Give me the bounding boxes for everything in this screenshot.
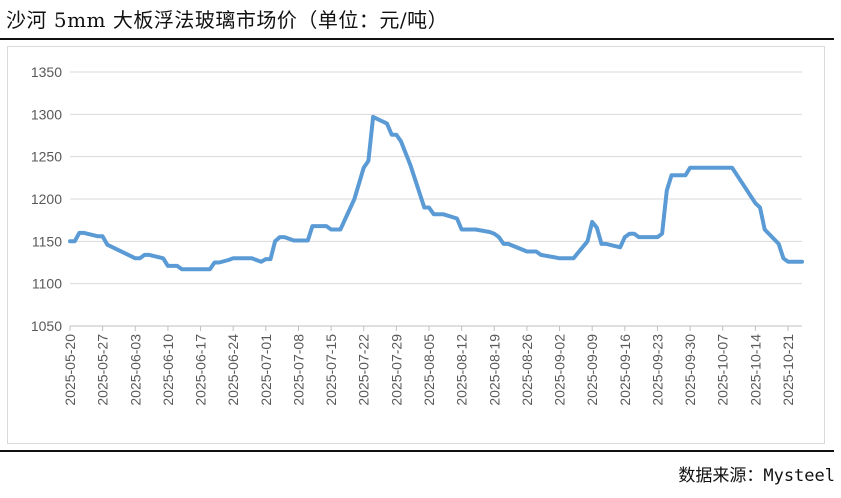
data-source: 数据来源：Mysteel [678, 466, 835, 486]
y-axis-ticks: 1050 1100 1150 1200 1250 1300 1350 [31, 64, 62, 334]
x-tick-label: 2025-08-26 [519, 334, 535, 406]
x-tick-label: 2025-09-23 [649, 334, 665, 406]
x-tick-label: 2025-06-24 [225, 334, 241, 406]
series-line-0 [68, 114, 804, 272]
x-tick-label: 2025-08-05 [421, 334, 437, 406]
x-tick-label: 2025-06-17 [193, 334, 209, 406]
x-tick-label: 2025-08-19 [486, 334, 502, 406]
x-axis [69, 325, 802, 331]
x-tick-label: 2025-10-14 [747, 334, 763, 406]
x-axis-ticks: 2025-05-20 2025-05-27 2025-06-03 2025-06-10… [62, 334, 796, 406]
x-tick-label: 2025-07-15 [323, 334, 339, 406]
series-group [68, 114, 804, 272]
x-tick-label: 2025-07-08 [290, 334, 306, 406]
x-tick-label: 2025-09-09 [584, 334, 600, 406]
x-tick-label: 2025-09-30 [682, 334, 698, 406]
y-tick-label: 1150 [32, 233, 62, 249]
top-rule [0, 38, 834, 40]
x-tick-label: 2025-06-03 [127, 334, 143, 406]
y-tick-label: 1200 [31, 191, 62, 207]
x-tick-label: 2025-05-27 [95, 334, 111, 406]
x-tick-label: 2025-06-10 [160, 334, 176, 406]
y-tick-label: 1050 [31, 318, 62, 334]
y-tick-label: 1300 [31, 106, 62, 122]
x-tick-label: 2025-10-21 [780, 334, 796, 406]
grid-lines [70, 71, 802, 327]
x-tick-label: 2025-08-12 [454, 334, 470, 406]
y-tick-label: 1250 [31, 149, 62, 165]
x-tick-label: 2025-09-02 [552, 334, 568, 406]
y-tick-label: 1350 [31, 64, 62, 80]
x-tick-label: 2025-07-29 [388, 334, 404, 406]
x-tick-label: 2025-10-07 [715, 334, 731, 406]
x-tick-label: 2025-05-20 [62, 334, 78, 406]
x-tick-label: 2025-07-01 [258, 334, 274, 406]
x-tick-label: 2025-07-22 [356, 334, 372, 406]
bottom-rule [0, 450, 834, 452]
chart-frame: 1050 1100 1150 1200 1250 1300 1350 2025-05-20 2… [7, 46, 825, 444]
y-tick-label: 1100 [32, 276, 62, 292]
x-tick-label: 2025-09-16 [617, 334, 633, 406]
chart-title: 沙河 5mm 大板浮法玻璃市场价（单位：元/吨） [6, 8, 449, 32]
